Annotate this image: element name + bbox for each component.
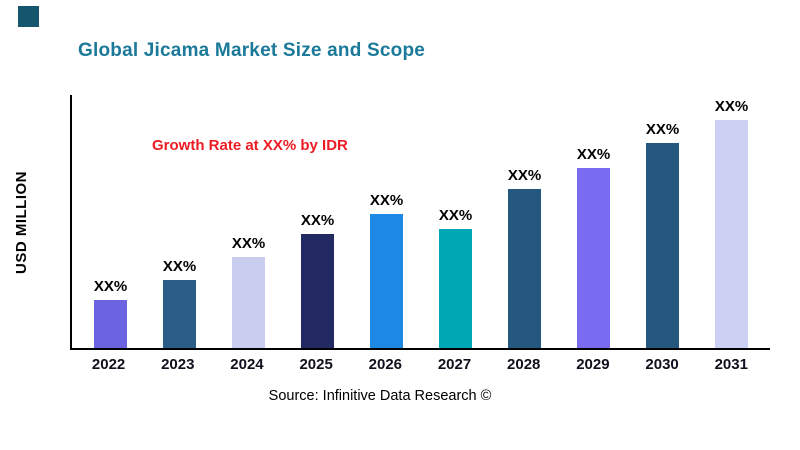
bar-2026[interactable] bbox=[370, 213, 403, 348]
bar-2023[interactable] bbox=[163, 279, 196, 348]
bar-value-label: XX% bbox=[714, 98, 749, 116]
bar-2030[interactable] bbox=[646, 143, 679, 348]
bar-2025[interactable] bbox=[301, 234, 334, 348]
x-tick-label-2024: 2024 bbox=[230, 356, 264, 373]
bar-value-label: XX% bbox=[300, 212, 335, 230]
bar-column: XX% bbox=[700, 95, 764, 348]
growth-rate-annotation: Growth Rate at XX% by IDR bbox=[152, 137, 348, 154]
bar-2024[interactable] bbox=[232, 256, 265, 348]
bar-2022[interactable] bbox=[94, 299, 127, 348]
bar-column: XX% bbox=[424, 95, 488, 348]
x-tick-label-2030: 2030 bbox=[645, 356, 679, 373]
source-attribution: Source: Infinitive Data Research © bbox=[268, 388, 492, 404]
x-tick-label-2025: 2025 bbox=[299, 356, 333, 373]
brand-corner-square bbox=[18, 6, 39, 27]
bar-column: XX% bbox=[286, 95, 350, 348]
y-axis-label: USD MILLION bbox=[0, 95, 42, 350]
x-tick-label-2028: 2028 bbox=[507, 356, 541, 373]
bar-value-label: XX% bbox=[93, 277, 128, 295]
x-tick-label-2029: 2029 bbox=[576, 356, 610, 373]
bar-value-label: XX% bbox=[507, 166, 542, 184]
bar-2028[interactable] bbox=[508, 188, 541, 348]
x-axis-tick-labels: 2022 2023 2024 2025 2026 2027 2028 2029 2030 2031 bbox=[70, 356, 770, 373]
x-tick-label-2023: 2023 bbox=[161, 356, 195, 373]
bar-column: XX% bbox=[79, 95, 143, 348]
bar-value-label: XX% bbox=[231, 234, 266, 252]
bar-column: XX% bbox=[355, 95, 419, 348]
bar-column: XX% bbox=[493, 95, 557, 348]
bar-value-label: XX% bbox=[369, 191, 404, 209]
bar-value-label: XX% bbox=[438, 207, 473, 225]
bar-column: XX% bbox=[217, 95, 281, 348]
bar-column: XX% bbox=[562, 95, 626, 348]
bar-value-label: XX% bbox=[162, 257, 197, 275]
bar-column: XX% bbox=[631, 95, 695, 348]
bar-2031[interactable] bbox=[715, 120, 748, 348]
bar-2027[interactable] bbox=[439, 229, 472, 348]
bar-value-label: XX% bbox=[576, 146, 611, 164]
y-axis-label-text: USD MILLION bbox=[12, 171, 30, 274]
chart-title: Global Jicama Market Size and Scope bbox=[78, 40, 426, 61]
bar-column: XX% bbox=[148, 95, 212, 348]
x-tick-label-2022: 2022 bbox=[91, 356, 126, 373]
x-tick-label-2031: 2031 bbox=[714, 356, 748, 373]
bar-2029[interactable] bbox=[577, 168, 610, 348]
x-tick-label-2027: 2027 bbox=[437, 356, 472, 373]
x-tick-label-2026: 2026 bbox=[368, 356, 403, 373]
bars: XX% XX% XX% XX% XX% XX% XX% XX% XX% XX% bbox=[72, 95, 770, 348]
bar-value-label: XX% bbox=[645, 121, 680, 139]
plot-area: Growth Rate at XX% by IDR XX% XX% XX% XX% XX… bbox=[70, 95, 770, 350]
